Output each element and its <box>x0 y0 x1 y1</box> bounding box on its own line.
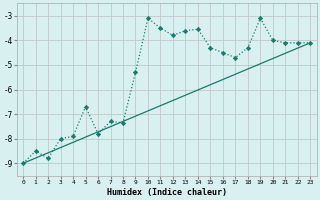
X-axis label: Humidex (Indice chaleur): Humidex (Indice chaleur) <box>107 188 227 197</box>
